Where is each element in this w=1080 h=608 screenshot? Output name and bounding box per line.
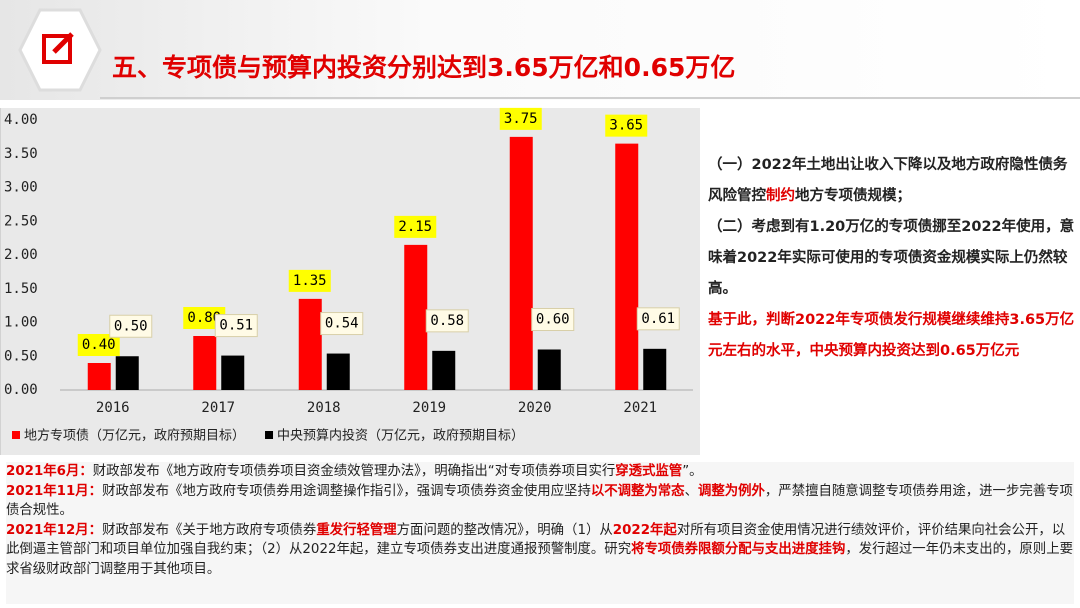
value-label-box: [77, 334, 120, 356]
value-label: 0.80: [187, 310, 221, 326]
value-label: 0.54: [325, 316, 359, 332]
y-tick-label: 1.00: [4, 315, 38, 331]
value-label-box: [499, 107, 542, 130]
bar: [432, 350, 456, 390]
y-tick-label: 0.00: [4, 382, 38, 398]
paragraph: （二）考虑到有1.20万亿的专项债挪至2022年使用，意味着2022年实际可使用…: [708, 212, 1076, 305]
value-label-box: [425, 309, 469, 333]
value-label-box: [531, 308, 575, 331]
value-label: 0.61: [641, 311, 675, 327]
x-tick-label: 2020: [518, 400, 552, 416]
x-tick-label: 2019: [412, 400, 446, 416]
text-run: 制约: [766, 188, 795, 204]
value-label-box: [394, 215, 437, 238]
bottom-text: 2021年6月：财政部发布《地方政府专项债券项目资金绩效管理办法》，明确指出“对…: [6, 462, 1074, 604]
text-run: 财政部发布《地方政府专项债券用途调整操作指引》，强调专项债券资金使用应坚持: [102, 483, 591, 499]
icon-pen: [52, 32, 74, 54]
y-tick-label: 2.50: [4, 213, 38, 229]
bar: [537, 349, 561, 390]
value-label-box: [636, 307, 680, 331]
y-tick-label: 3.50: [4, 146, 38, 162]
x-tick-label: 2016: [96, 400, 130, 416]
paragraph: （一）2022年土地出让收入下降以及地方政府隐性债务风险管控制约地方专项债规模；: [708, 150, 1076, 212]
value-label-box: [320, 312, 364, 336]
x-tick-label: 2021: [623, 400, 657, 416]
legend-label: 地方专项债（万亿元，政府预期目标）: [24, 428, 245, 444]
text-run: ，发行超过一年仍未支出的，原则上要求省级财政部门调整用于其他项目。: [6, 542, 1073, 577]
text-run: 重发行轻管理: [316, 522, 397, 538]
bar: [298, 298, 322, 390]
bar: [221, 355, 245, 390]
paragraph: 2021年11月：财政部发布《地方政府专项债券用途调整操作指引》，强调专项债券资…: [6, 482, 1074, 521]
text-run: 2021年12月：: [6, 522, 103, 538]
legend-swatch: [12, 431, 20, 439]
bar: [643, 348, 667, 390]
value-label-box: [109, 314, 153, 338]
value-label: 3.75: [504, 111, 538, 127]
chart-background: [0, 108, 700, 455]
paragraph: 2021年12月：财政部发布《关于地方政府专项债券重发行轻管理方面问题的整改情况…: [6, 521, 1074, 580]
text-run: （一）2022年土地出让收入下降以及地方政府隐性债务风险管控: [708, 157, 1068, 204]
x-tick-label: 2017: [201, 400, 235, 416]
slide-title: 五、专项债与预算内投资分别达到3.65万亿和0.65万亿: [112, 53, 736, 82]
value-label: 0.51: [219, 318, 253, 334]
paragraph: 2021年6月：财政部发布《地方政府专项债券项目资金绩效管理办法》，明确指出“对…: [6, 462, 1074, 482]
text-run: 财政部发布《地方政府专项债券项目资金绩效管理办法》，明确指出“对专项债券项目实行: [92, 464, 616, 479]
text-run: 方面问题的整改情况》，明确（1）从: [396, 522, 613, 538]
text-run: 基于此，判断2022年专项债发行规模继续维持3.65万亿元左右的水平，中央预算内…: [708, 312, 1075, 359]
side-text: （一）2022年土地出让收入下降以及地方政府隐性债务风险管控制约地方专项债规模；…: [708, 150, 1076, 367]
bar: [87, 363, 111, 390]
value-label: 0.58: [430, 313, 464, 329]
paragraph: 基于此，判断2022年专项债发行规模继续维持3.65万亿元左右的水平，中央预算内…: [708, 305, 1076, 367]
title-banner: [0, 0, 1080, 100]
text-run: （二）考虑到有1.20万亿的专项债挪至2022年使用，意味着2022年实际可使用…: [708, 219, 1075, 297]
text-run: 以不调整为常态: [590, 483, 685, 499]
text-run: 将专项债券限额分配与支出进度挂钩: [631, 542, 846, 557]
bar: [615, 143, 639, 390]
value-label: 1.35: [293, 273, 327, 289]
value-label: 0.40: [82, 337, 116, 353]
text-run: 、: [684, 483, 698, 499]
bar: [326, 353, 350, 390]
bar: [509, 136, 533, 390]
value-label: 2.15: [398, 219, 432, 235]
bar: [115, 356, 139, 390]
bar: [404, 244, 428, 390]
y-tick-label: 4.00: [4, 112, 38, 128]
bar: [193, 336, 217, 390]
x-tick-label: 2018: [307, 400, 341, 416]
y-tick-label: 3.00: [4, 180, 38, 196]
y-tick-label: 2.00: [4, 247, 38, 263]
text-run: 2021年6月：: [6, 464, 93, 479]
text-run: 调整为例外: [697, 483, 765, 499]
icon-hexagon: [18, 8, 102, 92]
legend-swatch: [265, 431, 274, 439]
y-tick-label: 0.50: [4, 348, 38, 364]
text-run: 地方专项债规模；: [795, 188, 911, 204]
text-run: ，严禁擅自随意调整专项债券用途，进一步完善专项债合规性。: [6, 483, 1073, 519]
value-label-box: [605, 114, 648, 137]
legend-label: 中央预算内投资（万亿元，政府预期目标）: [277, 428, 524, 444]
text-run: 2021年11月：: [6, 483, 103, 499]
text-run: 财政部发布《关于地方政府专项债券: [102, 522, 317, 538]
value-label-box: [214, 314, 258, 338]
text-run: ”。: [682, 464, 703, 479]
icon-box: [42, 34, 72, 64]
text-run: 2022年起: [612, 522, 677, 538]
value-label: 3.65: [609, 118, 643, 134]
value-label: 0.60: [536, 312, 570, 328]
value-label: 0.50: [114, 318, 148, 334]
y-tick-label: 1.50: [4, 281, 38, 297]
value-label-box: [288, 269, 331, 292]
text-run: 对所有项目资金使用情况进行绩效评价，评价结果向社会公开，以此倒逼主管部门和项目单…: [6, 522, 1066, 558]
text-run: 穿透式监管: [615, 464, 683, 479]
